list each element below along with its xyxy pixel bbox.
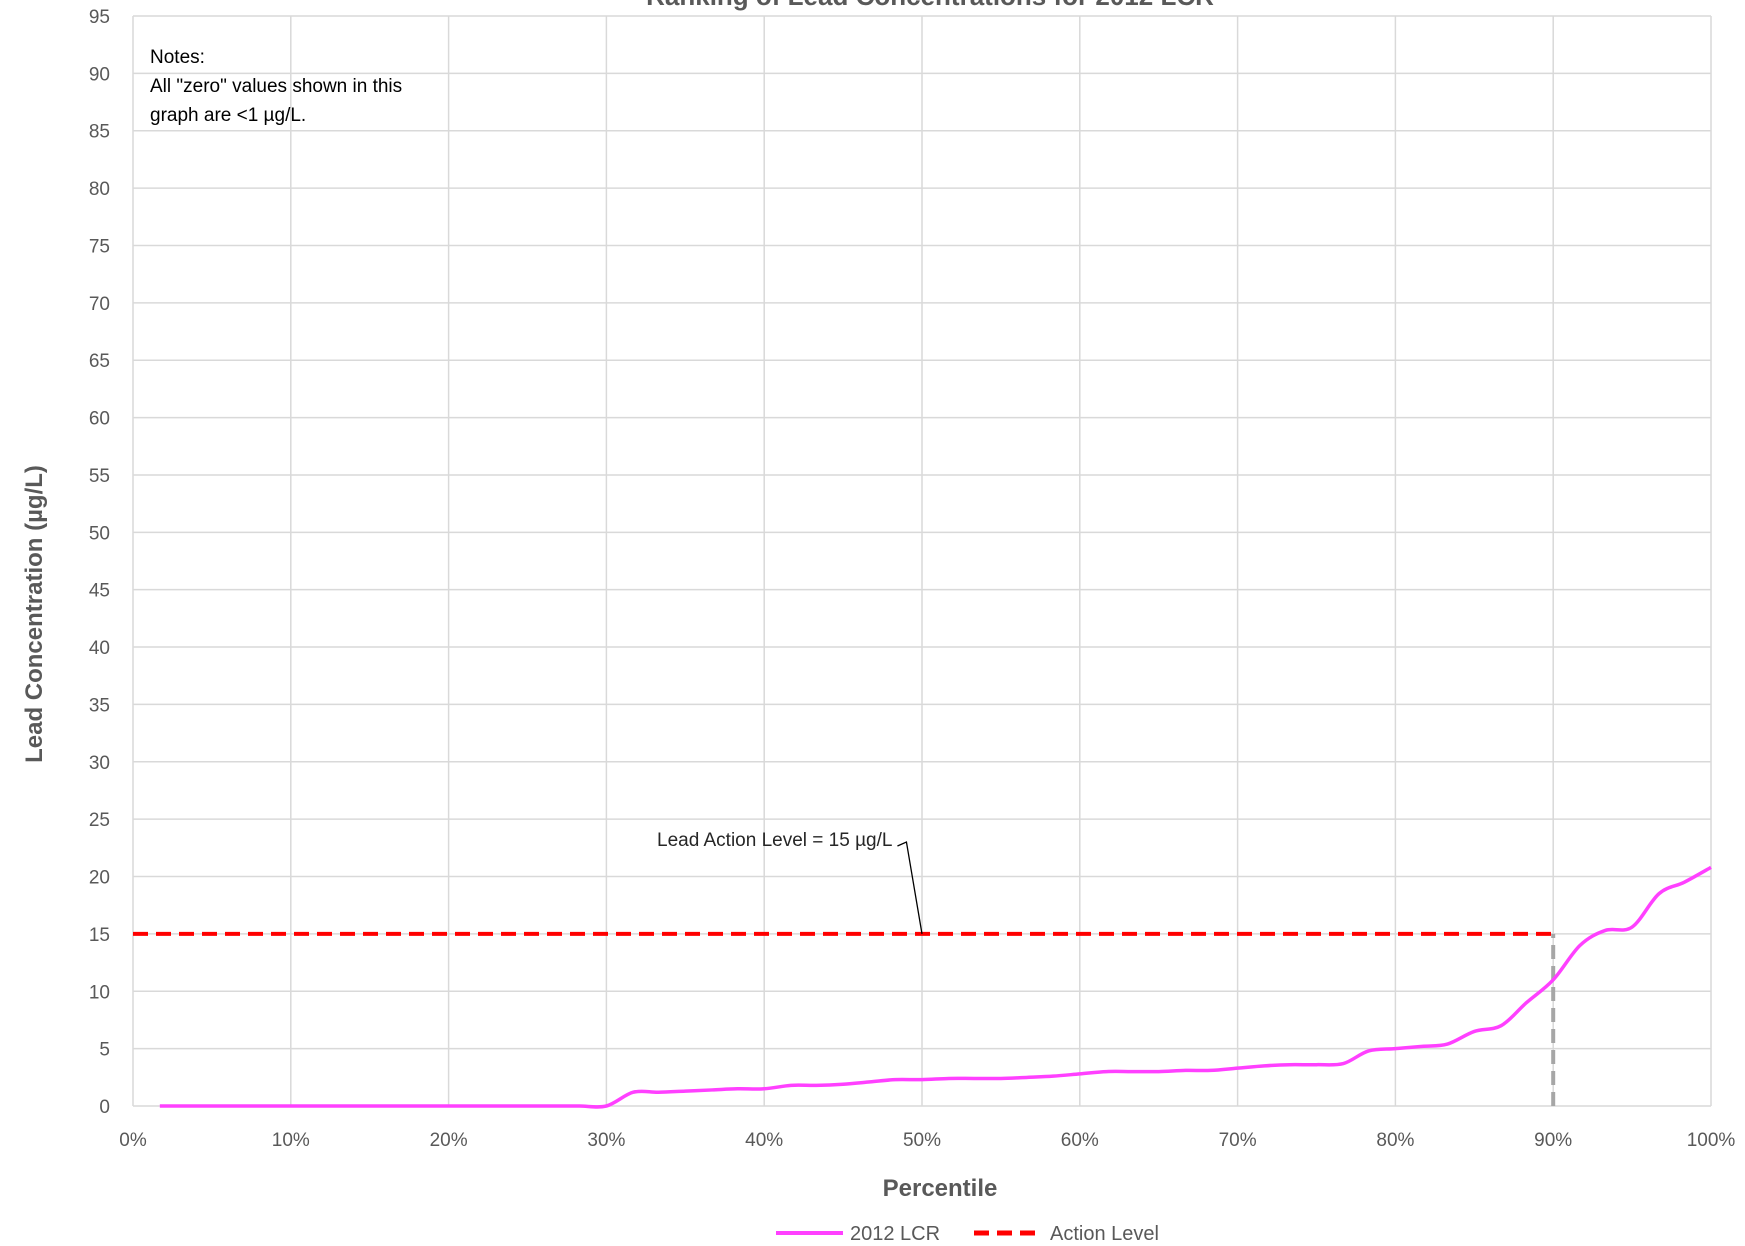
series-2012-lcr-line [159, 865, 1712, 1109]
gridlines [132, 15, 1712, 1107]
y-tick-label: 0 [99, 1097, 110, 1118]
y-tick-label: 55 [89, 466, 110, 487]
y-tick-label: 95 [89, 7, 110, 28]
series-layer [133, 865, 1712, 1109]
x-tick-label: 70% [1219, 1130, 1257, 1151]
y-tick-label: 20 [89, 868, 110, 889]
y-tick-label: 65 [89, 351, 110, 372]
y-tick-label: 90 [89, 64, 110, 85]
chart-title: Ranking of Lead Concentrations for 2012 … [646, 0, 1214, 11]
x-tick-label: 20% [430, 1130, 468, 1151]
notes-heading: Notes: [150, 47, 205, 68]
y-tick-label: 85 [89, 122, 110, 143]
y-tick-label: 15 [89, 925, 110, 946]
x-tick-label: 80% [1376, 1130, 1414, 1151]
notes-box: Notes: All "zero" values shown in this g… [150, 47, 402, 126]
legend-label-action-level: Action Level [1050, 1223, 1159, 1245]
notes-line-2: graph are <1 µg/L. [150, 105, 306, 126]
x-tick-label: 30% [587, 1130, 625, 1151]
y-tick-label: 80 [89, 179, 110, 200]
y-tick-label: 5 [99, 1040, 110, 1061]
action-level-callout: Lead Action Level = 15 µg/L [657, 830, 923, 935]
legend: 2012 LCR Action Level [776, 1223, 1159, 1245]
action-level-leader-line [897, 841, 923, 935]
y-tick-label: 40 [89, 638, 110, 659]
y-tick-label: 25 [89, 810, 110, 831]
x-tick-label: 10% [272, 1130, 310, 1151]
y-axis-title: Lead Concentration (µg/L) [21, 465, 48, 763]
x-tick-label: 40% [745, 1130, 783, 1151]
action-level-label: Lead Action Level = 15 µg/L [657, 830, 892, 851]
y-tick-label: 75 [89, 236, 110, 257]
y-tick-label: 10 [89, 982, 110, 1003]
y-tick-labels: 0 5 10 15 20 25 30 35 40 45 50 55 60 65 70 75 80 85 90 95 [89, 7, 110, 1118]
y-tick-label: 35 [89, 695, 110, 716]
y-tick-label: 30 [89, 753, 110, 774]
x-tick-labels: 0% 10% 20% 30% 40% 50% 60% 70% 80% 90% 100% [119, 1130, 1735, 1151]
x-tick-label: 100% [1687, 1130, 1736, 1151]
y-tick-label: 60 [89, 409, 110, 430]
x-tick-label: 0% [119, 1130, 147, 1151]
x-axis-title: Percentile [883, 1175, 998, 1202]
notes-line-1: All "zero" values shown in this [150, 76, 402, 97]
y-tick-label: 45 [89, 581, 110, 602]
y-tick-label: 50 [89, 523, 110, 544]
x-tick-label: 90% [1534, 1130, 1572, 1151]
legend-label-2012-lcr: 2012 LCR [850, 1223, 940, 1245]
x-tick-label: 50% [903, 1130, 941, 1151]
y-tick-label: 70 [89, 294, 110, 315]
x-tick-label: 60% [1061, 1130, 1099, 1151]
